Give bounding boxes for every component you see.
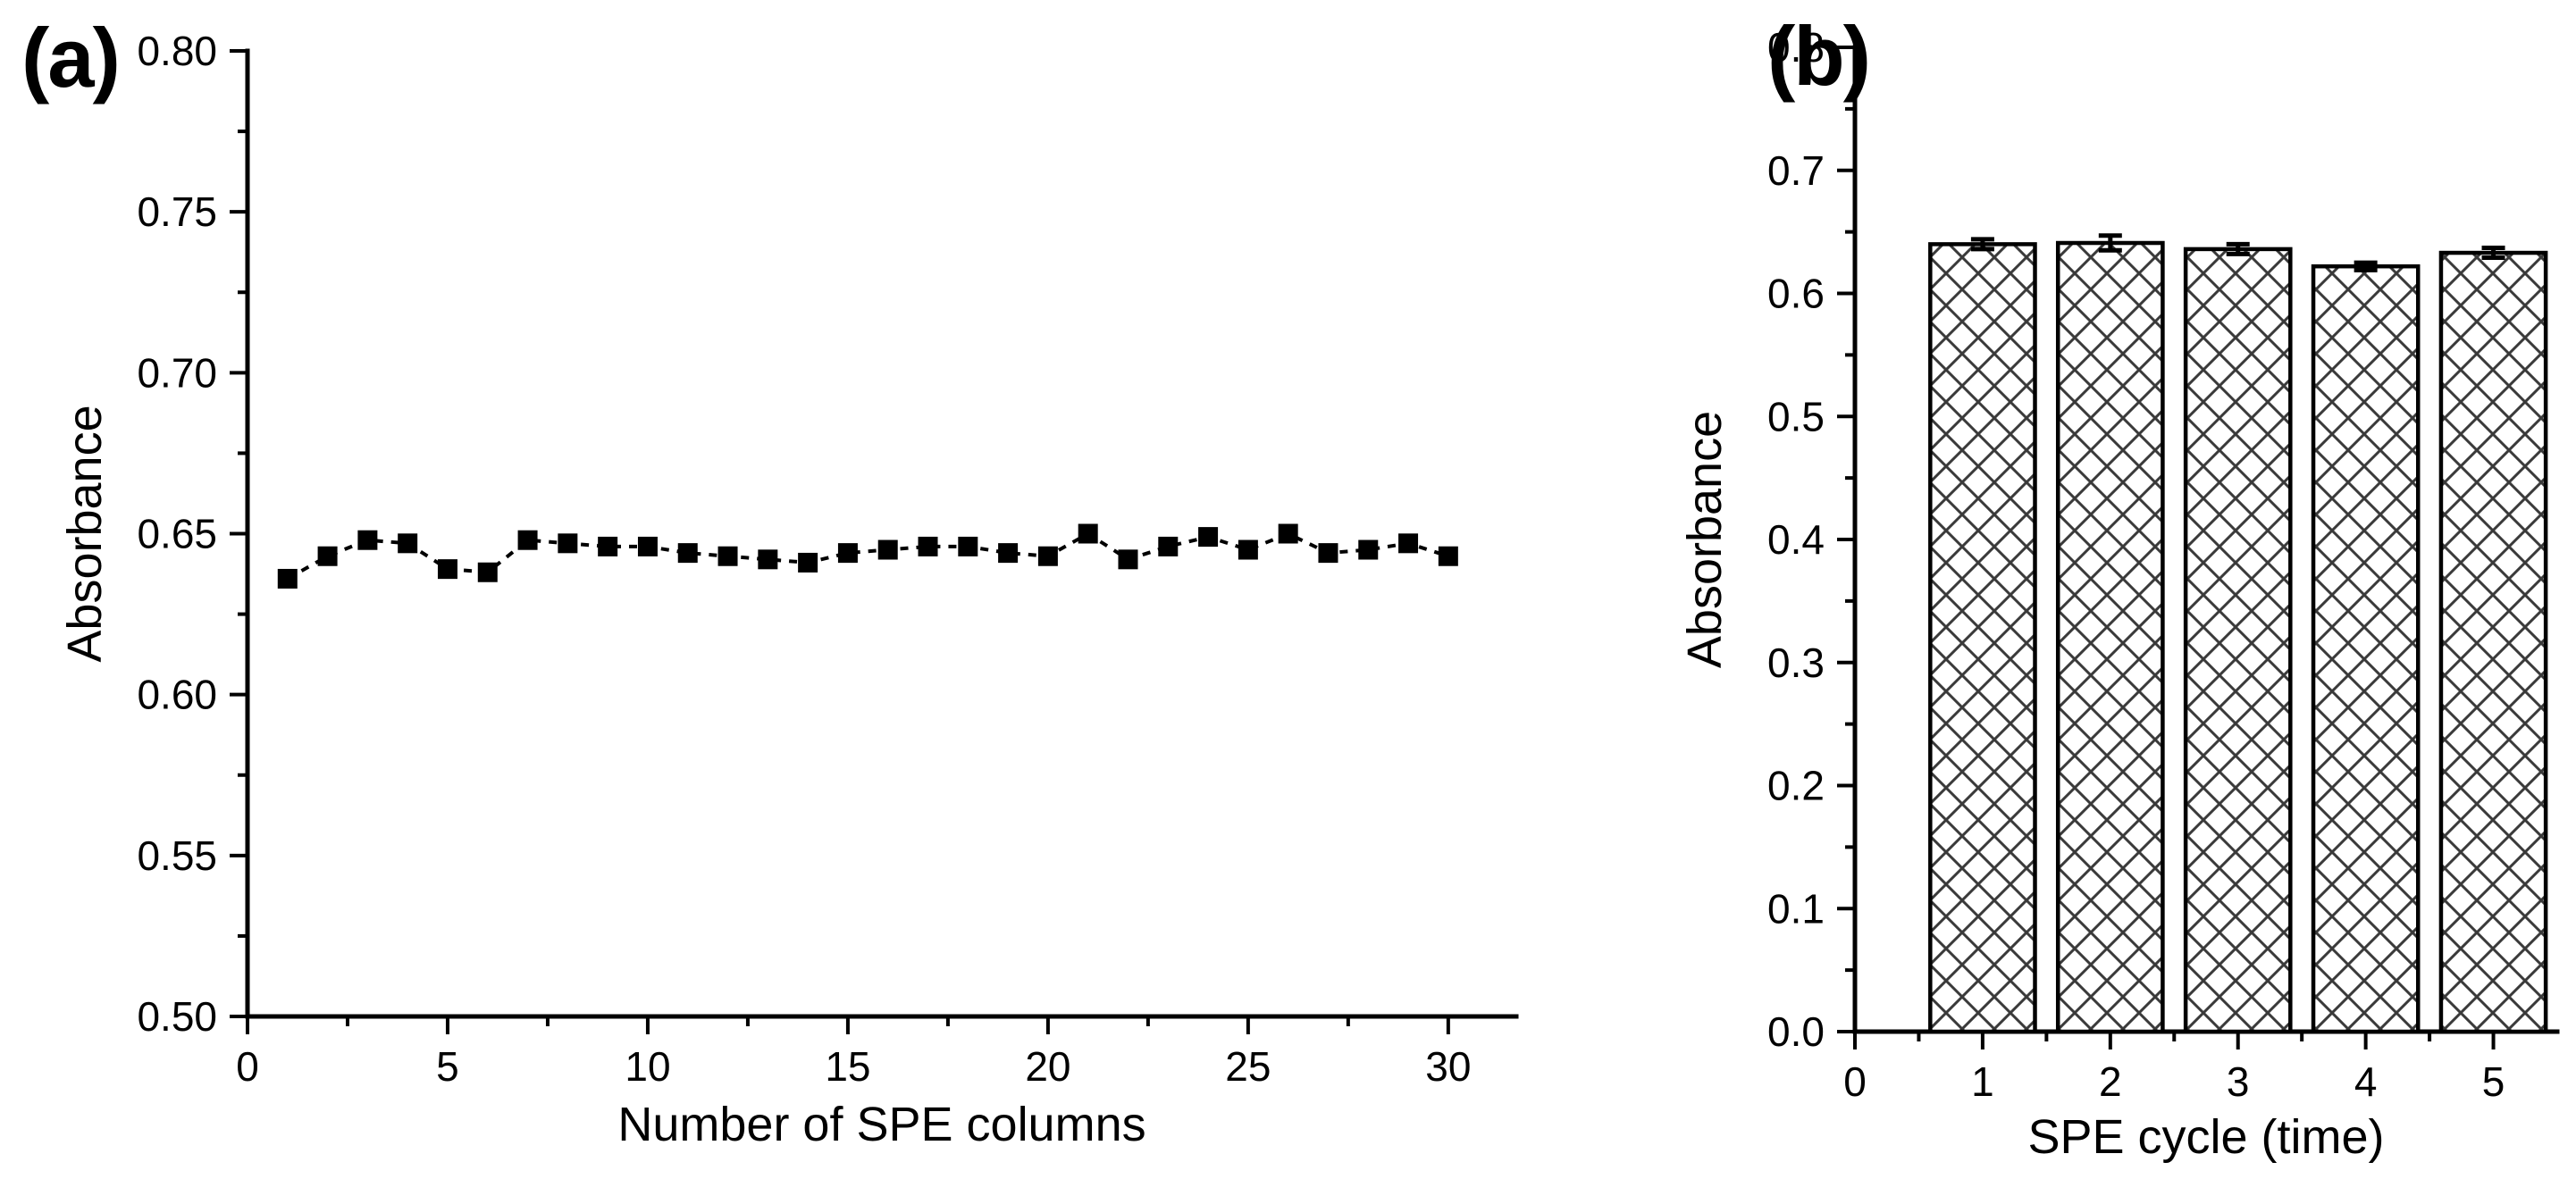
- data-point-marker: [677, 543, 698, 564]
- data-series-line: [286, 531, 1449, 581]
- x-tick-label: 1: [1971, 1058, 1994, 1105]
- axes: 0.50 0.55 0.60 0.65 0.70 0.75 0.80 0 5 10 15 20 25 30: [137, 28, 1519, 1090]
- x-tick-label: 0: [1843, 1058, 1867, 1105]
- bar-5: [2438, 250, 2548, 1034]
- panel-a-label: (a): [21, 11, 121, 105]
- axes: 0.0 0.1 0.2 0.3 0.4 0.5 0.6 0.7 0.8 0 1 2 3 4 5: [1767, 24, 2560, 1105]
- data-point-marker: [837, 543, 858, 564]
- data-point-marker: [1078, 523, 1098, 544]
- bar-hatch: [2055, 240, 2165, 1034]
- x-tick-label: 0: [236, 1043, 259, 1090]
- error-bar: [2226, 241, 2250, 256]
- data-point-marker: [1278, 523, 1298, 544]
- bar-chart-spe-cycles: 0.0 0.1 0.2 0.3 0.4 0.5 0.6 0.7 0.8 0 1 2 3 4 5 SPE cyc…: [1678, 24, 2560, 1164]
- x-tick-label: 2: [2099, 1058, 2122, 1105]
- x-tick-label: 25: [1225, 1043, 1271, 1090]
- data-point-marker: [798, 552, 818, 573]
- data-point-marker: [1238, 539, 1258, 560]
- ticks: 0.50 0.55 0.60 0.65 0.70 0.75 0.80 0 5 10 15 20 25 30: [137, 28, 1471, 1090]
- y-tick-label: 0.7: [1767, 147, 1825, 194]
- data-point-marker: [437, 559, 457, 580]
- data-point-marker: [637, 536, 658, 556]
- ticks: 0.0 0.1 0.2 0.3 0.4 0.5 0.6 0.7 0.8 0 1 2 3 4 5: [1767, 24, 2505, 1105]
- x-tick-label: 15: [825, 1043, 870, 1090]
- data-point-marker: [517, 530, 538, 550]
- y-tick-label: 0.50: [137, 993, 217, 1040]
- data-point-marker: [877, 539, 898, 560]
- y-tick-label: 0.2: [1767, 763, 1825, 809]
- y-tick-label: 0.80: [137, 28, 217, 74]
- data-point-marker: [558, 533, 578, 554]
- data-point-marker: [1358, 539, 1379, 560]
- data-series-markers: [277, 523, 1458, 589]
- data-point-marker: [1118, 549, 1138, 570]
- data-point-marker: [1037, 546, 1058, 566]
- data-point-marker: [317, 546, 338, 566]
- line-chart-spe-columns: 0.50 0.55 0.60 0.65 0.70 0.75 0.80 0 5 10 15 20 25 30…: [58, 28, 1519, 1151]
- data-point-marker: [918, 536, 938, 556]
- x-tick-label: 5: [436, 1043, 459, 1090]
- y-tick-label: 0.5: [1767, 393, 1825, 439]
- data-point-marker: [758, 549, 778, 570]
- data-point-marker: [598, 536, 618, 556]
- y-tick-label: 0.65: [137, 511, 217, 557]
- y-tick-label: 0.75: [137, 188, 217, 235]
- data-point-marker: [1438, 546, 1458, 566]
- data-point-marker: [398, 533, 418, 554]
- error-bar: [2481, 246, 2505, 261]
- x-tick-label: 20: [1025, 1043, 1070, 1090]
- y-tick-label: 0.55: [137, 832, 217, 879]
- y-tick-label: 0.3: [1767, 640, 1825, 686]
- y-tick-label: 0.70: [137, 349, 217, 396]
- data-point-marker: [277, 568, 298, 589]
- data-point-marker: [958, 536, 978, 556]
- x-axis-title: SPE cycle (time): [2027, 1110, 2384, 1164]
- y-tick-label: 0.1: [1767, 885, 1825, 932]
- error-bar: [2098, 233, 2122, 253]
- data-point-marker: [1198, 527, 1219, 548]
- bar-1: [1928, 242, 2037, 1034]
- axis-lines: [245, 48, 1519, 1019]
- y-tick-label: 0.60: [137, 672, 217, 718]
- y-tick-label: 0.8: [1767, 24, 1825, 71]
- bar-3: [2183, 247, 2293, 1034]
- y-tick-label: 0.4: [1767, 516, 1825, 563]
- panel-b-label: (b): [1767, 9, 1871, 103]
- data-point-marker: [1398, 533, 1419, 554]
- bar-4: [2311, 263, 2421, 1034]
- y-axis-title: Absorbance: [58, 405, 112, 662]
- data-point-marker: [477, 562, 498, 582]
- bar-hatch: [2183, 247, 2293, 1034]
- data-point-marker: [1318, 543, 1338, 564]
- x-axis-title: Number of SPE columns: [617, 1098, 1145, 1151]
- x-tick-label: 5: [2482, 1058, 2505, 1105]
- data-point-marker: [357, 530, 378, 550]
- error-bar: [2354, 260, 2378, 272]
- data-point-marker: [998, 543, 1019, 564]
- data-point-marker: [1158, 536, 1179, 556]
- y-tick-label: 0.0: [1767, 1008, 1825, 1055]
- y-axis-title: Absorbance: [1678, 411, 1732, 668]
- data-point-marker: [717, 546, 738, 566]
- x-tick-label: 30: [1425, 1043, 1471, 1090]
- error-bar: [1970, 237, 1994, 252]
- bar-hatch: [1928, 242, 2037, 1034]
- x-tick-label: 3: [2227, 1058, 2250, 1105]
- bar-hatch: [2438, 250, 2548, 1034]
- x-tick-label: 10: [625, 1043, 670, 1090]
- y-tick-label: 0.6: [1767, 271, 1825, 317]
- bar-2: [2055, 240, 2165, 1034]
- bar-hatch: [2311, 263, 2421, 1034]
- x-tick-label: 4: [2354, 1058, 2378, 1105]
